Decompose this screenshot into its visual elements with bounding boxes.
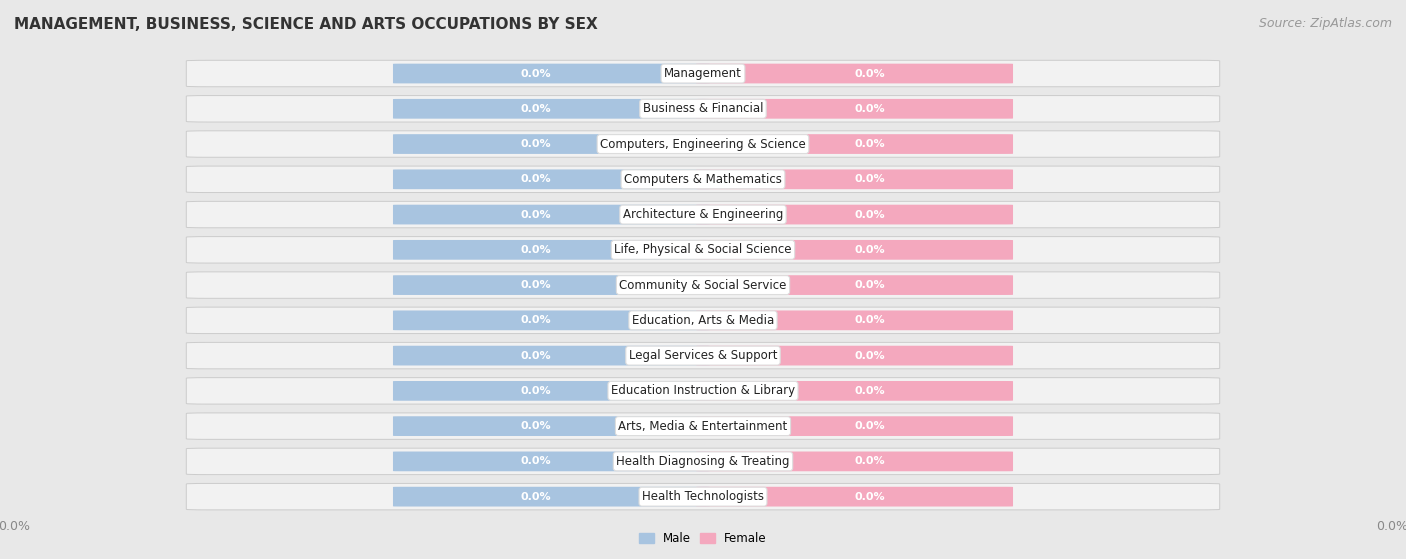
FancyBboxPatch shape [186,342,1219,369]
Text: 0.0%: 0.0% [522,210,551,220]
Text: 0.0%: 0.0% [522,492,551,501]
Text: 0.0%: 0.0% [522,386,551,396]
FancyBboxPatch shape [394,240,710,260]
Text: 0.0%: 0.0% [855,139,884,149]
Text: 0.0%: 0.0% [855,492,884,501]
FancyBboxPatch shape [186,307,1219,334]
FancyBboxPatch shape [696,240,1012,260]
Text: 0.0%: 0.0% [855,350,884,361]
FancyBboxPatch shape [696,452,1012,471]
Text: Life, Physical & Social Science: Life, Physical & Social Science [614,243,792,257]
Text: MANAGEMENT, BUSINESS, SCIENCE AND ARTS OCCUPATIONS BY SEX: MANAGEMENT, BUSINESS, SCIENCE AND ARTS O… [14,17,598,32]
Text: Arts, Media & Entertainment: Arts, Media & Entertainment [619,420,787,433]
Text: Computers, Engineering & Science: Computers, Engineering & Science [600,138,806,150]
FancyBboxPatch shape [394,487,710,506]
FancyBboxPatch shape [186,448,1219,475]
Text: Architecture & Engineering: Architecture & Engineering [623,208,783,221]
FancyBboxPatch shape [394,99,710,119]
FancyBboxPatch shape [186,378,1219,404]
Text: 0.0%: 0.0% [855,210,884,220]
Text: 0.0%: 0.0% [522,104,551,114]
FancyBboxPatch shape [394,345,710,366]
Text: Business & Financial: Business & Financial [643,102,763,115]
Text: Community & Social Service: Community & Social Service [619,278,787,292]
Text: 0.0%: 0.0% [855,174,884,184]
Text: 0.0%: 0.0% [522,139,551,149]
FancyBboxPatch shape [186,166,1219,192]
FancyBboxPatch shape [186,413,1219,439]
FancyBboxPatch shape [696,99,1012,119]
FancyBboxPatch shape [394,64,710,83]
FancyBboxPatch shape [394,381,710,401]
Text: Source: ZipAtlas.com: Source: ZipAtlas.com [1258,17,1392,30]
Text: 0.0%: 0.0% [522,280,551,290]
FancyBboxPatch shape [696,487,1012,506]
FancyBboxPatch shape [394,169,710,189]
Text: 0.0%: 0.0% [522,421,551,431]
FancyBboxPatch shape [696,134,1012,154]
Text: Health Diagnosing & Treating: Health Diagnosing & Treating [616,455,790,468]
Text: 0.0%: 0.0% [522,174,551,184]
FancyBboxPatch shape [186,236,1219,263]
Text: Management: Management [664,67,742,80]
Text: 0.0%: 0.0% [522,69,551,78]
Text: 0.0%: 0.0% [855,245,884,255]
FancyBboxPatch shape [696,64,1012,83]
Legend: Male, Female: Male, Female [634,527,772,549]
Text: Legal Services & Support: Legal Services & Support [628,349,778,362]
FancyBboxPatch shape [394,275,710,295]
Text: Education, Arts & Media: Education, Arts & Media [631,314,775,327]
FancyBboxPatch shape [696,275,1012,295]
FancyBboxPatch shape [394,205,710,225]
Text: Computers & Mathematics: Computers & Mathematics [624,173,782,186]
Text: 0.0%: 0.0% [855,280,884,290]
Text: 0.0%: 0.0% [522,456,551,466]
FancyBboxPatch shape [696,205,1012,225]
FancyBboxPatch shape [186,96,1219,122]
FancyBboxPatch shape [696,381,1012,401]
FancyBboxPatch shape [696,310,1012,330]
Text: Education Instruction & Library: Education Instruction & Library [612,385,794,397]
Text: 0.0%: 0.0% [855,104,884,114]
Text: 0.0%: 0.0% [522,350,551,361]
FancyBboxPatch shape [186,60,1219,87]
FancyBboxPatch shape [394,452,710,471]
Text: 0.0%: 0.0% [855,456,884,466]
FancyBboxPatch shape [186,272,1219,299]
FancyBboxPatch shape [696,416,1012,436]
Text: 0.0%: 0.0% [855,315,884,325]
FancyBboxPatch shape [394,416,710,436]
Text: 0.0%: 0.0% [855,69,884,78]
Text: 0.0%: 0.0% [522,245,551,255]
FancyBboxPatch shape [394,310,710,330]
FancyBboxPatch shape [186,201,1219,228]
FancyBboxPatch shape [186,484,1219,510]
Text: 0.0%: 0.0% [855,421,884,431]
FancyBboxPatch shape [696,345,1012,366]
FancyBboxPatch shape [394,134,710,154]
Text: Health Technologists: Health Technologists [643,490,763,503]
Text: 0.0%: 0.0% [855,386,884,396]
FancyBboxPatch shape [696,169,1012,189]
Text: 0.0%: 0.0% [522,315,551,325]
FancyBboxPatch shape [186,131,1219,157]
